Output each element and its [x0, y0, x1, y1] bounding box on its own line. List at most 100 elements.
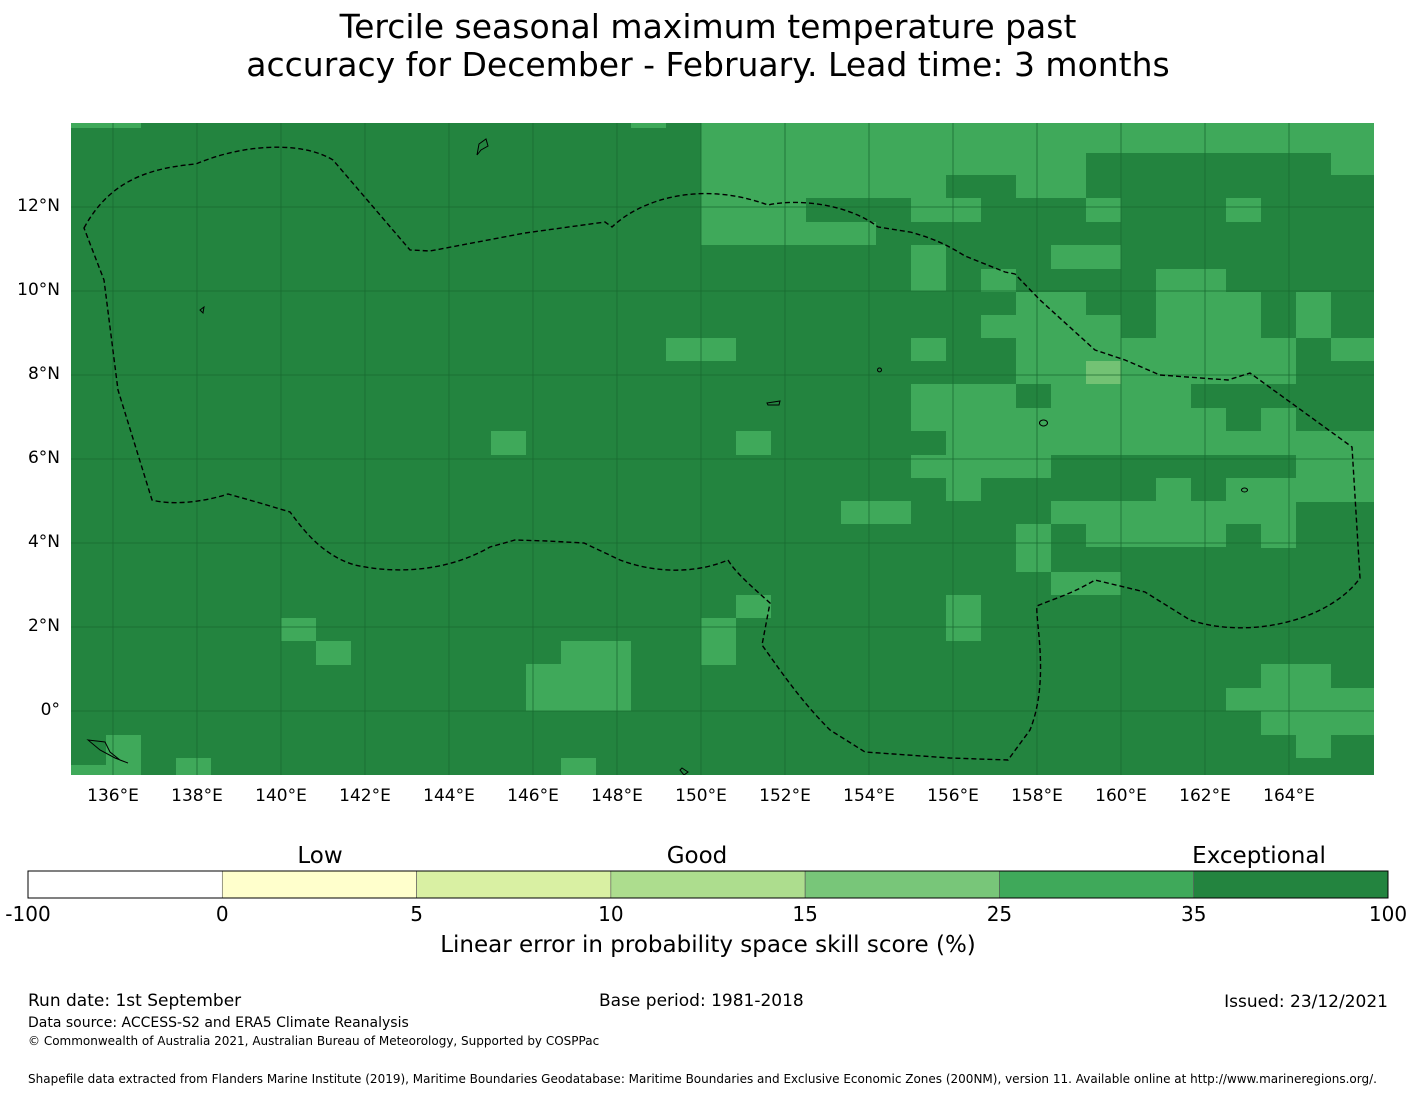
- skill-grid-cell: [1226, 478, 1374, 502]
- skill-grid-cell: [911, 338, 946, 361]
- skill-grid-cell: [281, 618, 316, 641]
- skill-grid-cell: [1086, 501, 1296, 524]
- skill-grid-cell: [526, 664, 631, 711]
- skill-grid-cell: [841, 501, 911, 524]
- skill-grid-cell: [1296, 735, 1331, 758]
- skill-grid-cell: [1016, 455, 1051, 478]
- skill-grid-cell: [736, 431, 771, 455]
- island-outline: [1039, 419, 1048, 427]
- colorbar-bin: [1193, 870, 1389, 899]
- category-good: Good: [666, 843, 728, 869]
- skill-grid-cell: [561, 641, 631, 664]
- skill-grid-cell: [1156, 478, 1191, 501]
- latitude-label: 2°N: [27, 616, 60, 636]
- skill-grid-cell: [1261, 123, 1374, 153]
- skill-grid-cell: [1086, 198, 1121, 222]
- skill-grid-cell: [1261, 524, 1296, 548]
- skill-grid-cell: [176, 758, 211, 775]
- colorbar-bin: [610, 870, 806, 899]
- island-outline: [1241, 487, 1248, 493]
- skill-grid-cells: [71, 123, 1374, 775]
- run-date: Run date: 1st September: [28, 991, 242, 1011]
- skill-grid-cell: [316, 641, 351, 665]
- shapefile-credit: Shapefile data extracted from Flanders M…: [28, 1072, 1377, 1086]
- longitude-label: 136°E: [87, 786, 139, 806]
- colorbar-tick-label: 35: [1180, 902, 1207, 926]
- skill-grid-cell: [1156, 269, 1226, 292]
- latitude-label: 12°N: [17, 196, 60, 216]
- island-guam: [476, 138, 489, 156]
- skill-grid-cell: [701, 618, 736, 665]
- skill-grid-cell: [1156, 292, 1261, 338]
- skill-grid-cell: [1261, 664, 1331, 688]
- skill-grid-cell: [71, 765, 106, 775]
- longitude-label: 144°E: [423, 786, 475, 806]
- category-low: Low: [297, 843, 343, 869]
- longitude-label: 138°E: [171, 786, 223, 806]
- island-outline: [199, 305, 205, 315]
- graticule: [71, 123, 1374, 775]
- skill-grid-cell: [1016, 292, 1086, 315]
- colorbar: [27, 870, 1389, 899]
- skill-grid-cell: [806, 222, 876, 245]
- skill-grid-cell: [946, 595, 981, 641]
- map-title-line-1: Tercile seasonal maximum temperature pas…: [339, 7, 1077, 46]
- colorbar-bin: [804, 870, 1000, 899]
- colorbar-bins: [27, 870, 1389, 899]
- skill-grid-cell: [1331, 338, 1374, 361]
- skill-grid-cell: [1051, 572, 1121, 595]
- longitude-label: 154°E: [843, 786, 895, 806]
- longitude-label: 160°E: [1095, 786, 1147, 806]
- copyright: © Commonwealth of Australia 2021, Austra…: [28, 1034, 600, 1048]
- colorbar-tick-label: 5: [410, 902, 423, 926]
- colorbar-bin: [27, 870, 223, 899]
- colorbar-tick-label: 15: [792, 902, 818, 926]
- island-outline: [679, 767, 689, 775]
- data-source: Data source: ACCESS-S2 and ERA5 Climate …: [28, 1015, 409, 1031]
- skill-grid-cell: [911, 245, 946, 291]
- colorbar-tick-label: 100: [1368, 902, 1408, 926]
- latitude-label: 10°N: [17, 280, 60, 300]
- longitude-label: 164°E: [1263, 786, 1315, 806]
- skill-score-field: [71, 123, 1374, 775]
- skill-grid-cell: [561, 758, 596, 775]
- latitude-label: 6°N: [27, 448, 60, 468]
- longitude-label: 142°E: [339, 786, 391, 806]
- islands: [86, 138, 1248, 775]
- category-exceptional: Exceptional: [1192, 843, 1326, 869]
- skill-grid-cell: [1156, 123, 1261, 153]
- skill-grid-cell: [1331, 153, 1374, 175]
- longitude-label: 152°E: [759, 786, 811, 806]
- skill-grid-cell: [701, 123, 1086, 198]
- skill-grid-cell: [981, 315, 1121, 338]
- skill-grid-cell: [631, 123, 666, 128]
- latitude-label: 8°N: [27, 364, 60, 384]
- skill-grid-cell: [106, 735, 141, 775]
- colorbar-tick-label: 0: [215, 902, 229, 926]
- colorbar-tick-label: 10: [598, 902, 624, 926]
- skill-grid-cell: [1261, 408, 1296, 432]
- eez-boundary: [83, 146, 1361, 761]
- skill-grid-cell: [1296, 292, 1331, 338]
- longitude-label: 140°E: [255, 786, 307, 806]
- latitude-label: 0°: [40, 700, 60, 720]
- longitude-label: 146°E: [507, 786, 559, 806]
- skill-grid-cell: [946, 175, 1016, 198]
- map-title-line-2: accuracy for December - February. Lead t…: [246, 45, 1170, 84]
- latitude-label: 4°N: [27, 532, 60, 552]
- skill-grid-cell: [1051, 501, 1086, 524]
- skill-grid-cell: [1016, 524, 1051, 572]
- skill-grid-cell: [736, 595, 771, 618]
- skill-grid-cell: [491, 431, 526, 455]
- colorbar-border: [27, 870, 1389, 899]
- longitude-label: 156°E: [927, 786, 979, 806]
- base-period: Base period: 1981-2018: [599, 991, 804, 1011]
- skill-grid-cell: [911, 198, 981, 222]
- longitude-label: 150°E: [675, 786, 727, 806]
- skill-grid-cell: [1226, 198, 1261, 222]
- colorbar-tick-label: 25: [986, 902, 1013, 926]
- longitude-label: 158°E: [1011, 786, 1063, 806]
- skill-grid-cell: [981, 269, 1016, 292]
- skill-grid-cell: [701, 198, 771, 245]
